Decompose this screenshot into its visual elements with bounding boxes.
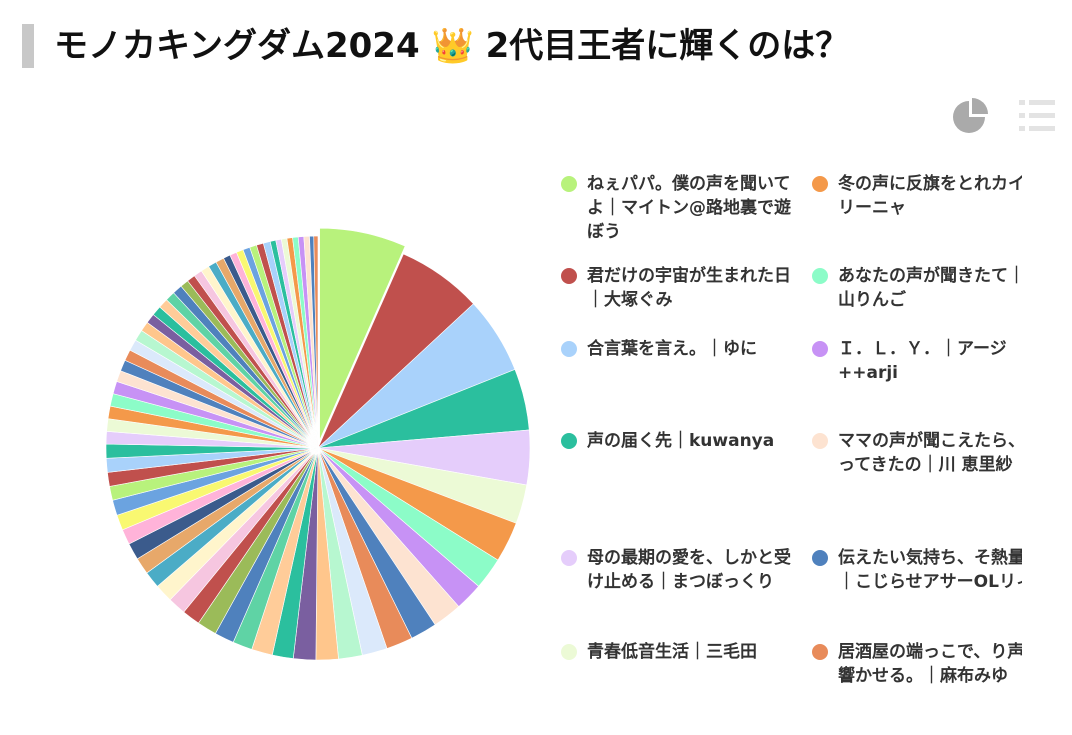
legend-label: ねぇパパ。僕の声を聞いてよ｜マイトン@路地裏で遊ぼう (587, 174, 791, 242)
pie-slice (319, 227, 406, 441)
legend-label: 青春低音生活｜三毛田 (587, 642, 757, 662)
legend-label: 君だけの宇宙が生まれた日｜大塚ぐみ (587, 266, 791, 310)
legend-item[interactable]: 居酒屋の端っこで、り声を響かせる。｜麻布みゆ (808, 640, 1022, 688)
legend-marker (812, 644, 828, 660)
legend-marker (561, 550, 577, 566)
legend-label: Ｉ．Ｌ．Ｙ．｜アージ++arji (838, 339, 1007, 383)
legend-item[interactable]: 青春低音生活｜三毛田 (557, 640, 792, 664)
list-view-icon[interactable] (1019, 100, 1055, 131)
legend-item[interactable]: 君だけの宇宙が生まれた日｜大塚ぐみ (557, 264, 792, 312)
legend-label: 合言葉を言え。｜ゆに (587, 339, 757, 359)
legend-label: あなたの声が聞きたて｜夏山りんご (838, 266, 1022, 310)
pie-view-icon[interactable] (953, 98, 988, 133)
legend-label: 声の届く先｜kuwanya (587, 431, 775, 451)
legend-item[interactable]: ねぇパパ。僕の声を聞いてよ｜マイトン@路地裏で遊ぼう (557, 172, 792, 244)
legend-item[interactable]: あなたの声が聞きたて｜夏山りんご (808, 264, 1022, 312)
legend-item[interactable]: ママの声が聞こえたら、帰ってきたの｜川 恵里紗 (808, 429, 1022, 477)
pie-slice (313, 235, 319, 449)
legend-item[interactable]: 冬の声に反旗をとれカイピリーニャ (808, 172, 1022, 220)
legend-item[interactable]: 伝えたい気持ち、そ熱量。｜こじらせアサーOLリィ (808, 546, 1022, 594)
legend-marker (561, 433, 577, 449)
legend-item[interactable]: Ｉ．Ｌ．Ｙ．｜アージ++arji (808, 337, 1022, 385)
legend-marker (561, 268, 577, 284)
legend-marker (812, 268, 828, 284)
legend-item[interactable]: 合言葉を言え。｜ゆに (557, 337, 792, 361)
legend-label: 居酒屋の端っこで、り声を響かせる。｜麻布みゆ (838, 642, 1022, 686)
legend-item[interactable]: 母の最期の愛を、しかと受け止める｜まつぼっくり (557, 546, 792, 594)
legend-label: 母の最期の愛を、しかと受け止める｜まつぼっくり (587, 548, 791, 592)
legend-marker (561, 176, 577, 192)
legend-marker (812, 176, 828, 192)
legend-item[interactable]: 声の届く先｜kuwanya (557, 429, 792, 453)
legend-marker (812, 341, 828, 357)
legend-marker (812, 433, 828, 449)
chart-title: モノカキングダム2024 👑 2代目王者に輝くのは？ (22, 24, 849, 68)
legend-label: 冬の声に反旗をとれカイピリーニャ (838, 174, 1022, 218)
legend-marker (561, 341, 577, 357)
legend-label: ママの声が聞こえたら、帰ってきたの｜川 恵里紗 (838, 431, 1022, 475)
legend-label: 伝えたい気持ち、そ熱量。｜こじらせアサーOLリィ (838, 548, 1022, 592)
legend-marker (812, 550, 828, 566)
legend: ねぇパパ。僕の声を聞いてよ｜マイトン@路地裏で遊ぼう君だけの宇宙が生まれた日｜大… (550, 160, 1022, 730)
legend-marker (561, 644, 577, 660)
